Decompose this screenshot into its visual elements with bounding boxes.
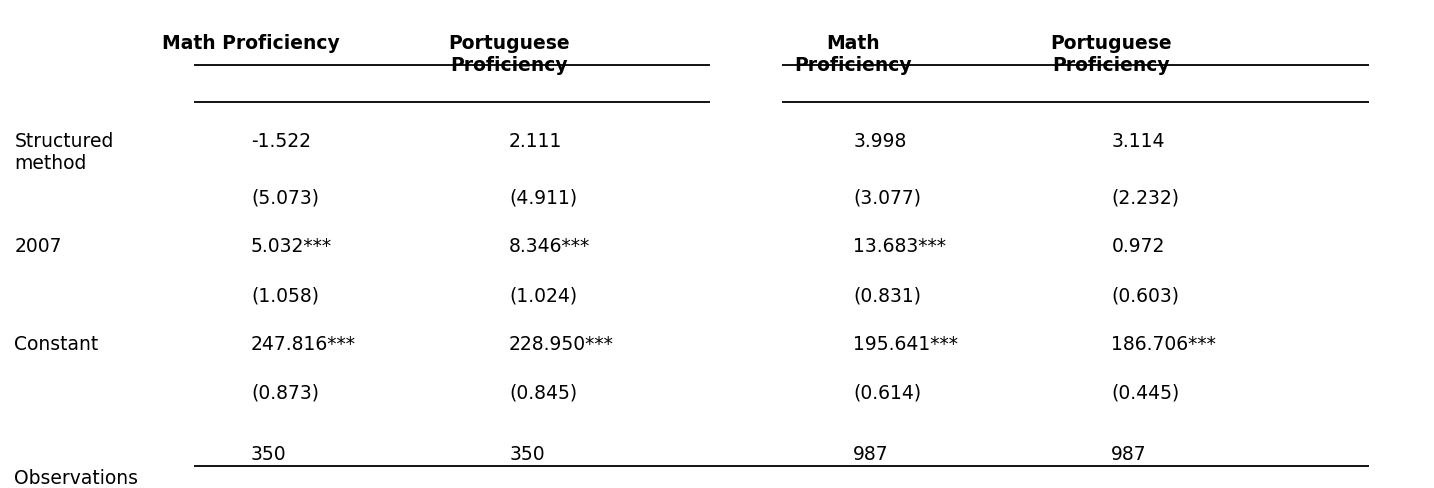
Text: 3.114: 3.114	[1111, 132, 1164, 151]
Text: 3.998: 3.998	[853, 132, 906, 151]
Text: 350: 350	[509, 444, 545, 463]
Text: 8.346***: 8.346***	[509, 237, 591, 256]
Text: (4.911): (4.911)	[509, 188, 578, 207]
Text: Constant: Constant	[14, 334, 99, 353]
Text: 247.816***: 247.816***	[251, 334, 356, 353]
Text: 5.032***: 5.032***	[251, 237, 333, 256]
Text: 2007: 2007	[14, 237, 62, 256]
Text: (0.603): (0.603)	[1111, 285, 1179, 305]
Text: (3.077): (3.077)	[853, 188, 921, 207]
Text: 987: 987	[853, 444, 889, 463]
Text: (0.873): (0.873)	[251, 383, 318, 402]
Text: (0.831): (0.831)	[853, 285, 921, 305]
Text: Portuguese
Proficiency: Portuguese Proficiency	[449, 34, 569, 75]
Text: 0.972: 0.972	[1111, 237, 1164, 256]
Text: (1.058): (1.058)	[251, 285, 318, 305]
Text: 186.706***: 186.706***	[1111, 334, 1216, 353]
Text: 228.950***: 228.950***	[509, 334, 614, 353]
Text: Portuguese
Proficiency: Portuguese Proficiency	[1051, 34, 1172, 75]
Text: Math Proficiency: Math Proficiency	[162, 34, 340, 53]
Text: (0.614): (0.614)	[853, 383, 922, 402]
Text: (1.024): (1.024)	[509, 285, 578, 305]
Text: (0.445): (0.445)	[1111, 383, 1180, 402]
Text: (0.845): (0.845)	[509, 383, 578, 402]
Text: 2.111: 2.111	[509, 132, 562, 151]
Text: Structured
method: Structured method	[14, 132, 113, 173]
Text: -1.522: -1.522	[251, 132, 311, 151]
Text: (5.073): (5.073)	[251, 188, 318, 207]
Text: 13.683***: 13.683***	[853, 237, 946, 256]
Text: 987: 987	[1111, 444, 1147, 463]
Text: Math
Proficiency: Math Proficiency	[794, 34, 912, 75]
Text: Observations: Observations	[14, 468, 138, 488]
Text: 195.641***: 195.641***	[853, 334, 958, 353]
Text: (2.232): (2.232)	[1111, 188, 1179, 207]
Text: 350: 350	[251, 444, 287, 463]
